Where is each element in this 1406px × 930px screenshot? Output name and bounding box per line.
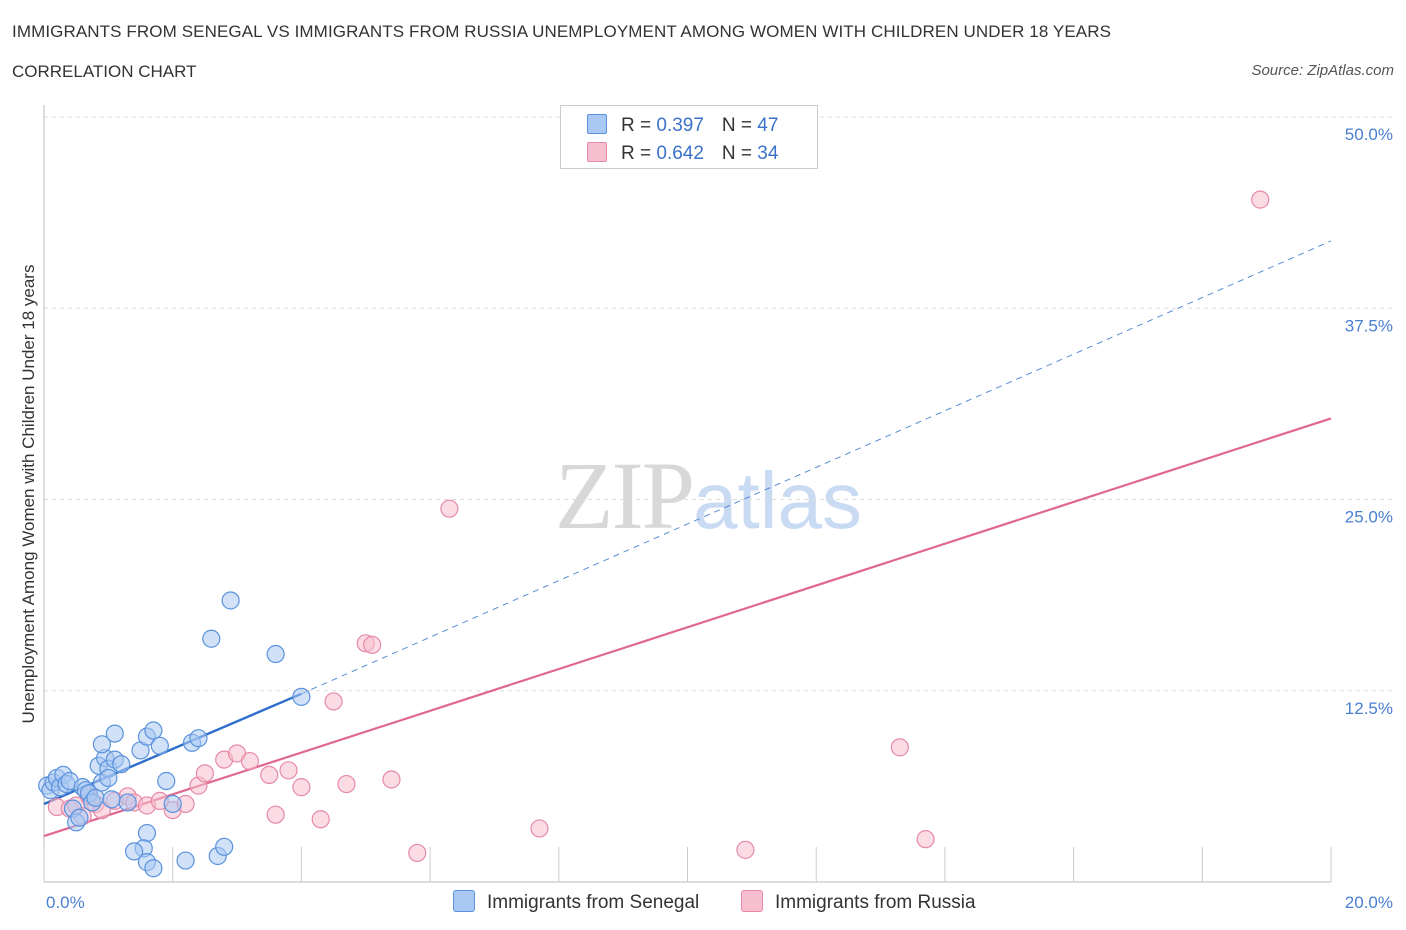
point-senegal bbox=[112, 755, 131, 774]
point-senegal bbox=[86, 788, 105, 807]
y-tick-label: 50.0% bbox=[1345, 125, 1393, 144]
point-senegal bbox=[163, 794, 182, 814]
point-senegal bbox=[215, 837, 234, 856]
point-senegal bbox=[70, 808, 89, 827]
chart-subtitle: CORRELATION CHART bbox=[12, 62, 197, 81]
point-senegal bbox=[99, 768, 118, 788]
point-russia bbox=[440, 499, 459, 518]
legend-r-label-russia: R = bbox=[621, 143, 657, 164]
point-senegal bbox=[189, 729, 208, 748]
point-russia bbox=[363, 635, 382, 654]
legend-row-russia: R = 0.642 N = 34 bbox=[587, 142, 778, 165]
point-senegal bbox=[124, 842, 144, 861]
legend-n-label-senegal: N = bbox=[721, 115, 758, 136]
point-russia bbox=[890, 738, 909, 757]
y-axis-label: Unemployment Among Women with Children U… bbox=[19, 265, 38, 724]
point-russia bbox=[292, 778, 311, 797]
point-russia bbox=[260, 765, 279, 785]
point-senegal bbox=[292, 687, 311, 706]
legend-r-label-senegal: R = bbox=[621, 115, 657, 136]
series-legend: Immigrants from Senegal Immigrants from … bbox=[0, 890, 1406, 916]
chart-title: IMMIGRANTS FROM SENEGAL VS IMMIGRANTS FR… bbox=[12, 22, 1112, 41]
legend-swatch-russia bbox=[587, 142, 607, 162]
legend-swatch-senegal bbox=[587, 114, 607, 134]
point-senegal bbox=[202, 629, 221, 648]
legend-r-value-russia: 0.642 bbox=[656, 143, 704, 164]
point-senegal bbox=[176, 851, 195, 870]
watermark: ZIPatlas bbox=[555, 440, 862, 551]
point-russia bbox=[266, 805, 285, 824]
legend-marker-russia bbox=[741, 890, 763, 912]
x-tick-label-min: 0.0% bbox=[46, 893, 85, 912]
point-senegal bbox=[105, 724, 124, 743]
source-credit: Source: ZipAtlas.com bbox=[1251, 62, 1394, 79]
point-senegal bbox=[92, 735, 112, 754]
point-senegal bbox=[266, 644, 285, 664]
legend-item-russia[interactable]: Immigrants from Russia bbox=[741, 890, 976, 914]
tick-labels: 12.5% 25.0% 37.5% 50.0% 0.0% 20.0% bbox=[46, 125, 1393, 912]
watermark-atlas: atlas bbox=[693, 456, 862, 545]
axes bbox=[43, 105, 1332, 883]
point-russia bbox=[530, 819, 549, 838]
point-russia bbox=[408, 843, 427, 863]
point-russia bbox=[311, 810, 330, 829]
point-senegal bbox=[137, 823, 157, 843]
point-russia bbox=[736, 840, 755, 859]
point-russia bbox=[916, 830, 935, 849]
legend-n-value-russia: 34 bbox=[757, 143, 779, 164]
legend-row-senegal: R = 0.397 N = 47 bbox=[587, 114, 778, 137]
point-russia bbox=[337, 774, 356, 794]
point-senegal bbox=[144, 721, 163, 740]
watermark-zip: ZIP bbox=[555, 442, 695, 549]
y-tick-label: 12.5% bbox=[1345, 699, 1393, 718]
y-tick-label: 37.5% bbox=[1345, 316, 1393, 335]
legend-label-senegal: Immigrants from Senegal bbox=[487, 892, 700, 913]
x-tick-label-max: 20.0% bbox=[1345, 893, 1393, 912]
data-points bbox=[38, 190, 1270, 878]
point-senegal bbox=[144, 859, 163, 878]
point-senegal bbox=[102, 790, 121, 809]
trend-line-russia bbox=[43, 417, 1332, 838]
grid-lines bbox=[44, 116, 1395, 692]
trend-line-senegal-extended bbox=[301, 240, 1332, 695]
point-senegal bbox=[221, 591, 240, 610]
y-tick-label: 25.0% bbox=[1345, 508, 1393, 527]
point-senegal bbox=[118, 793, 137, 812]
legend-n-value-senegal: 47 bbox=[757, 115, 779, 136]
point-russia bbox=[240, 752, 260, 771]
point-russia bbox=[1251, 190, 1270, 209]
point-russia bbox=[324, 692, 343, 711]
point-senegal bbox=[150, 736, 169, 755]
point-senegal bbox=[157, 771, 176, 791]
point-russia bbox=[279, 761, 298, 780]
legend-r-value-senegal: 0.397 bbox=[656, 115, 704, 136]
legend-label-russia: Immigrants from Russia bbox=[775, 892, 976, 913]
legend-marker-senegal bbox=[453, 890, 475, 912]
stats-legend: R = 0.397 N = 47 R = 0.642 N = 34 bbox=[560, 105, 818, 169]
legend-item-senegal[interactable]: Immigrants from Senegal bbox=[453, 890, 699, 914]
point-russia bbox=[195, 764, 214, 783]
legend-n-label-russia: N = bbox=[721, 143, 758, 164]
point-russia bbox=[382, 770, 401, 789]
